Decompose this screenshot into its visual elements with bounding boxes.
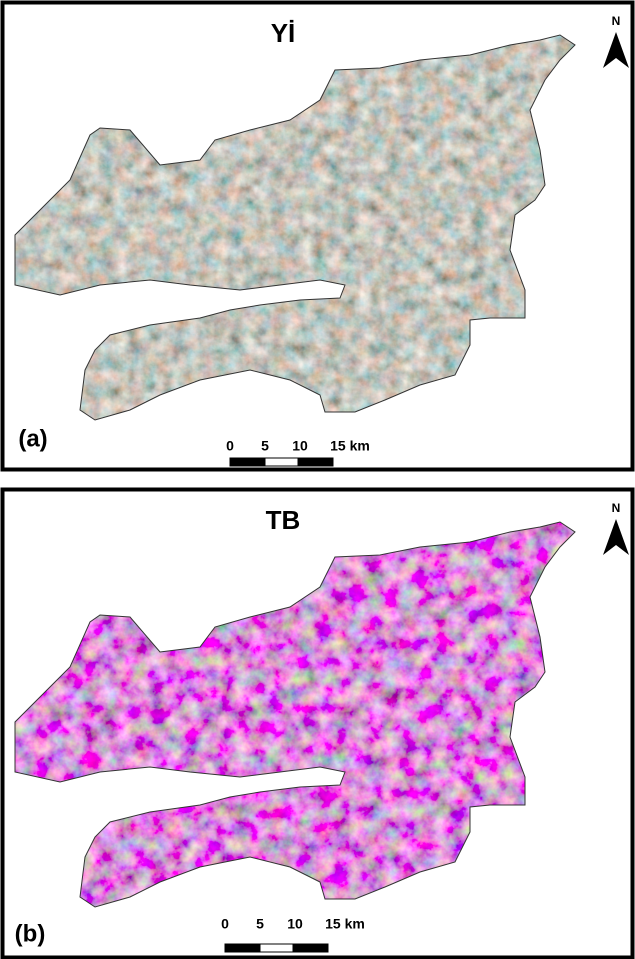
map-panel: Yİ (a) N 0 5 10 15 km — [0, 3, 633, 470]
figure: Yİ (a) N 0 5 10 15 km TB (b) N 0 5 10 15 km — [0, 0, 635, 959]
north-label: N — [612, 14, 621, 28]
scale-bar-segment — [298, 458, 333, 466]
scale-label: 10 — [287, 916, 303, 932]
scale-bar-segment — [225, 944, 260, 952]
scale-label: 15 km — [330, 438, 370, 454]
scale-label: 5 — [261, 438, 269, 454]
scale-label: 0 — [221, 916, 229, 932]
scale-label: 15 km — [325, 916, 365, 932]
north-label: N — [612, 501, 621, 515]
scale-label: 0 — [226, 438, 234, 454]
map-title: Yİ — [271, 18, 296, 48]
scale-bar-segment — [265, 458, 298, 466]
scale-bar-segment — [230, 458, 265, 466]
scale-label: 5 — [256, 916, 264, 932]
panel-label: (b) — [15, 920, 46, 947]
scale-bar-segment — [260, 944, 293, 952]
map-panel: TB (b) N 0 5 10 15 km — [0, 490, 633, 958]
panel-label: (a) — [18, 425, 47, 452]
scale-label: 10 — [292, 438, 308, 454]
scale-bar-segment — [293, 944, 328, 952]
map-title: TB — [266, 505, 301, 535]
